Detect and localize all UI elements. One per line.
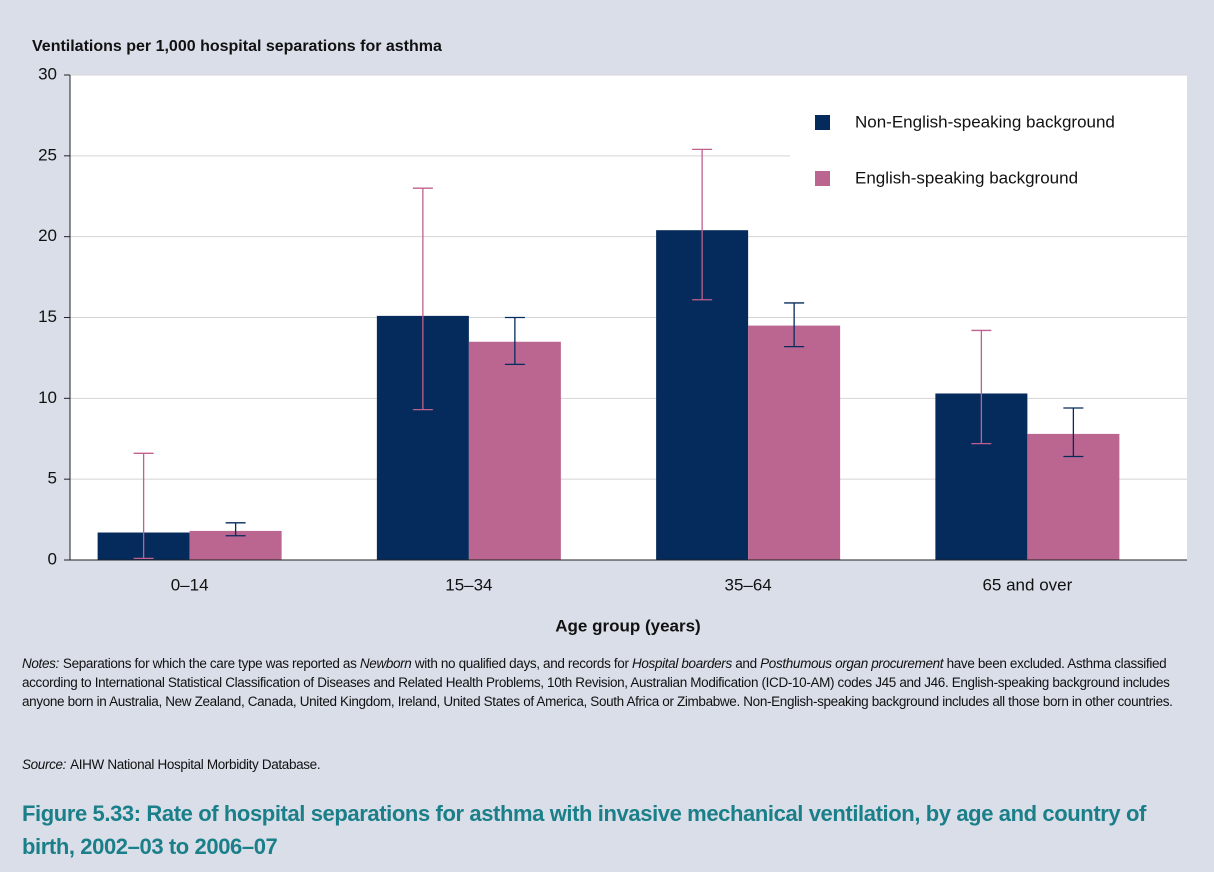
notes-text: with no qualified days, and records for <box>411 656 632 671</box>
notes-text: Hospital boarders <box>632 656 732 671</box>
chart-title: Ventilations per 1,000 hospital separati… <box>32 38 442 55</box>
x-tick-label: 0–14 <box>171 575 209 594</box>
y-tick-label: 5 <box>48 469 57 488</box>
error-bar <box>784 302 805 348</box>
source-label: Source: <box>22 757 67 772</box>
notes-text: Posthumous organ procurement <box>760 656 944 671</box>
x-tick-label: 65 and over <box>982 575 1072 594</box>
legend-box <box>790 96 1187 204</box>
x-axis-label: Age group (years) <box>555 616 700 635</box>
error-bar <box>504 316 525 366</box>
bar <box>468 341 561 560</box>
notes-text: Newborn <box>359 656 412 671</box>
source: Source: AIHW National Hospital Morbidity … <box>22 757 321 772</box>
legend-label: English-speaking background <box>855 168 1078 187</box>
notes-label: Notes: <box>22 656 59 671</box>
notes-text: and <box>731 656 761 671</box>
bar <box>748 325 841 560</box>
y-tick-label: 20 <box>38 226 57 245</box>
notes-text: Separations for which the care type was … <box>62 656 360 671</box>
y-tick-label: 10 <box>38 388 57 407</box>
y-tick-label: 30 <box>38 64 57 83</box>
error-bar <box>225 522 246 537</box>
error-bar <box>1063 407 1084 458</box>
error-bar <box>412 187 433 411</box>
y-tick-label: 0 <box>48 549 57 568</box>
error-bar <box>692 148 713 301</box>
notes: Notes: Separations for which the care typ… <box>22 654 1197 711</box>
caption: Figure 5.33: Rate of hospital separation… <box>22 801 1146 859</box>
x-tick-label: 35–64 <box>724 575 771 594</box>
error-bar <box>133 452 154 560</box>
error-bar <box>971 329 992 445</box>
y-tick-label: 25 <box>38 145 57 164</box>
legend-label: Non-English-speaking background <box>855 112 1115 131</box>
source-text: AIHW National Hospital Morbidity Databas… <box>70 757 321 772</box>
legend-swatch <box>815 115 830 130</box>
x-tick-label: 15–34 <box>445 575 492 594</box>
y-tick-label: 15 <box>38 307 57 326</box>
notes-text: have been excluded. Asthma classified ac… <box>22 656 1173 709</box>
chart: Ventilations per 1,000 hospital separati… <box>32 38 1187 635</box>
legend-swatch <box>815 171 830 186</box>
